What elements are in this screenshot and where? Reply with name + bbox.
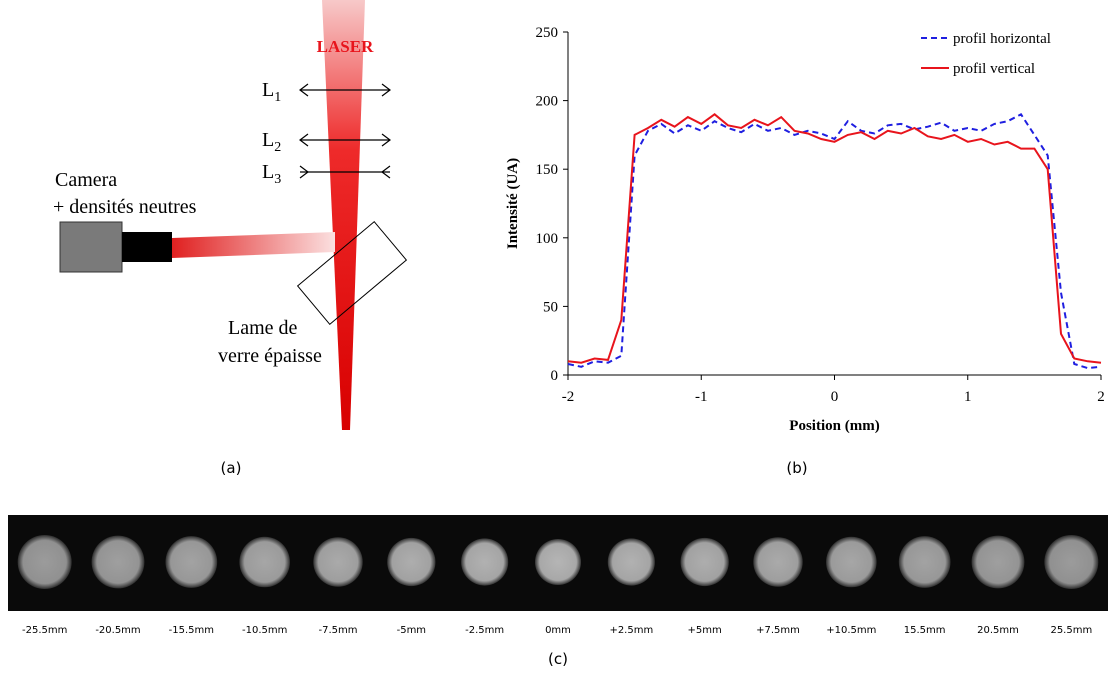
beam-spot: [1044, 535, 1099, 589]
strip-label: 15.5mm: [904, 625, 946, 636]
y-tick-label: 100: [536, 231, 559, 247]
y-axis-label: Intensité (UA): [505, 158, 521, 249]
beam-spot: [826, 536, 877, 588]
beam-spot: [91, 535, 145, 589]
beam-spot: [535, 539, 581, 585]
strip-label: -25.5mm: [22, 625, 67, 636]
x-axis-label: Position (mm): [789, 418, 879, 434]
y-tick-label: 50: [543, 299, 558, 315]
beam-spot: [17, 535, 72, 589]
panel-label: (b): [786, 459, 807, 477]
beam-spot: [313, 537, 363, 587]
plate-label: verre épaisse: [218, 345, 322, 367]
strip-label: 25.5mm: [1050, 625, 1092, 636]
camera-label: + densités neutres: [53, 196, 197, 218]
camera-lens: [122, 232, 172, 262]
strip-label: +2.5mm: [609, 625, 653, 636]
strip-label: +7.5mm: [756, 625, 800, 636]
strip-label: -2.5mm: [465, 625, 504, 636]
lens-sub: 1: [274, 90, 281, 105]
strip-label: -7.5mm: [319, 625, 358, 636]
camera-body: [59, 221, 123, 273]
series-line: [567, 112, 1102, 370]
x-tick-label: 0: [831, 389, 839, 405]
beam-spot: [971, 535, 1025, 589]
beam-spot: [680, 537, 729, 587]
y-tick-label: 150: [536, 162, 559, 178]
laser-beam: [322, 0, 365, 430]
strip-label: +5mm: [688, 625, 722, 636]
strip-label: 0mm: [545, 625, 571, 636]
strip-label: -5mm: [397, 625, 426, 636]
lens-sub: 3: [274, 172, 281, 187]
panel-label: (a): [221, 459, 242, 477]
y-tick-label: 200: [536, 94, 559, 110]
y-tick-label: 0: [551, 368, 559, 384]
legend-label: profil vertical: [953, 61, 1035, 77]
strip-label: -15.5mm: [169, 625, 214, 636]
camera-beam: [172, 232, 335, 258]
beam-spot: [165, 536, 218, 588]
panel-label: (c): [548, 650, 568, 668]
lens-sub: 2: [274, 140, 281, 155]
lens-letter: L: [262, 161, 274, 183]
legend-label: profil horizontal: [953, 31, 1051, 47]
lenses: [299, 83, 391, 179]
lens-label: L2: [262, 129, 281, 155]
strip-label: 20.5mm: [977, 625, 1019, 636]
plate-label: Lame de: [228, 317, 298, 339]
lens-letter: L: [262, 79, 274, 101]
x-tick-label: 2: [1097, 389, 1105, 405]
strip-label: -10.5mm: [242, 625, 287, 636]
beam-spot: [239, 536, 290, 588]
camera-label: Camera: [55, 169, 117, 191]
laser-label: LASER: [317, 37, 374, 56]
lens-letter: L: [262, 129, 274, 151]
x-tick-label: 1: [964, 389, 972, 405]
beam-spot: [898, 536, 951, 588]
x-tick-label: -1: [695, 389, 708, 405]
beam-spot: [461, 538, 509, 586]
lens-label: L1: [262, 79, 281, 105]
strip-label: -20.5mm: [95, 625, 140, 636]
strip-label: +10.5mm: [826, 625, 876, 636]
glass-plate: [296, 221, 408, 325]
lens-label: L3: [262, 161, 281, 187]
x-tick-label: -2: [562, 389, 575, 405]
beam-spot: [607, 538, 655, 586]
y-tick-label: 250: [536, 25, 559, 41]
series-line: [567, 113, 1102, 364]
beam-spot: [387, 537, 436, 587]
beam-spot: [753, 537, 803, 587]
